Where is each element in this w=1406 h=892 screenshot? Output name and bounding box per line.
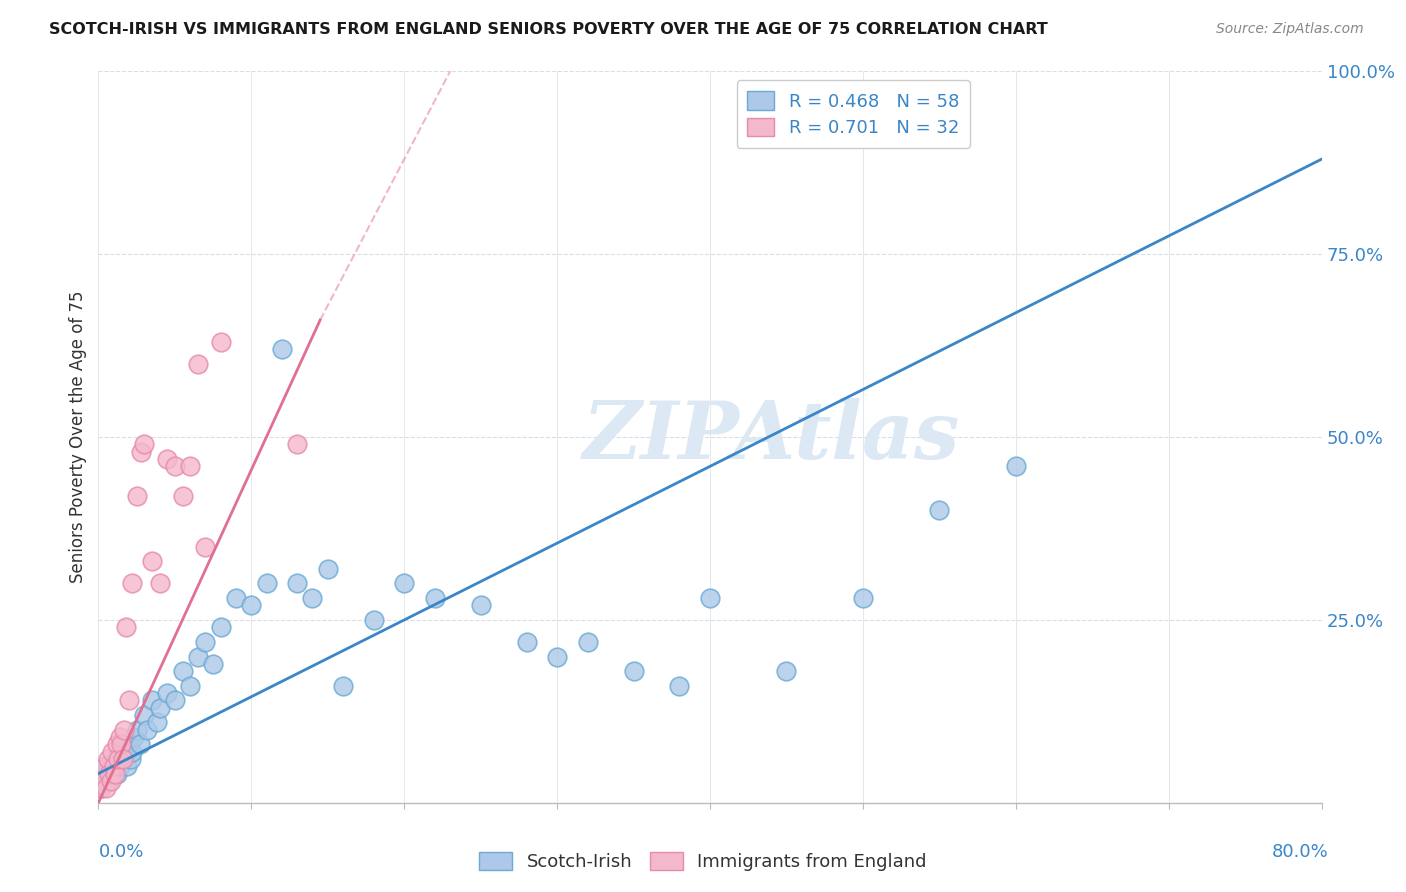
Point <box>225 591 247 605</box>
Point <box>105 737 128 751</box>
Point <box>172 664 194 678</box>
Point <box>120 752 142 766</box>
Point <box>576 635 599 649</box>
Text: 0.0%: 0.0% <box>98 843 143 861</box>
Point <box>110 737 132 751</box>
Point <box>121 745 143 759</box>
Point <box>141 554 163 568</box>
Point <box>194 635 217 649</box>
Point <box>145 715 167 730</box>
Point <box>121 576 143 591</box>
Point <box>156 452 179 467</box>
Point <box>104 759 127 773</box>
Point <box>156 686 179 700</box>
Point <box>179 459 201 474</box>
Point <box>129 444 152 458</box>
Point <box>285 576 308 591</box>
Point <box>240 599 263 613</box>
Point <box>285 437 308 451</box>
Point <box>134 437 156 451</box>
Point <box>1004 459 1026 474</box>
Point <box>928 503 950 517</box>
Point <box>111 752 134 766</box>
Point <box>668 679 690 693</box>
Point <box>108 730 131 744</box>
Point <box>94 766 117 780</box>
Point <box>516 635 538 649</box>
Point <box>93 759 115 773</box>
Point <box>546 649 568 664</box>
Point <box>163 693 186 707</box>
Point <box>91 773 114 788</box>
Point <box>623 664 645 678</box>
Point <box>270 343 292 357</box>
Point <box>194 540 217 554</box>
Point <box>104 766 127 780</box>
Point <box>98 766 121 780</box>
Point <box>128 737 150 751</box>
Point <box>94 781 117 796</box>
Point <box>775 664 797 678</box>
Point <box>107 752 129 766</box>
Point <box>118 737 141 751</box>
Point <box>115 620 138 634</box>
Legend: R = 0.468   N = 58, R = 0.701   N = 32: R = 0.468 N = 58, R = 0.701 N = 32 <box>737 80 970 148</box>
Text: 80.0%: 80.0% <box>1272 843 1329 861</box>
Point <box>108 759 131 773</box>
Point <box>112 723 135 737</box>
Point <box>187 357 209 371</box>
Point <box>470 599 492 613</box>
Point <box>363 613 385 627</box>
Point <box>332 679 354 693</box>
Point <box>149 576 172 591</box>
Point <box>392 576 416 591</box>
Point <box>103 752 125 766</box>
Point <box>90 781 112 796</box>
Point <box>209 334 232 349</box>
Point <box>112 737 135 751</box>
Point <box>125 723 148 737</box>
Point <box>149 700 172 714</box>
Legend: Scotch-Irish, Immigrants from England: Scotch-Irish, Immigrants from England <box>472 845 934 879</box>
Point <box>97 752 120 766</box>
Point <box>98 773 121 788</box>
Point <box>256 576 278 591</box>
Point <box>187 649 209 664</box>
Point <box>111 752 134 766</box>
Point <box>202 657 225 671</box>
Point <box>105 766 128 780</box>
Point <box>103 759 125 773</box>
Text: Source: ZipAtlas.com: Source: ZipAtlas.com <box>1216 22 1364 37</box>
Point <box>118 693 141 707</box>
Point <box>141 693 163 707</box>
Point <box>172 489 194 503</box>
Point <box>125 489 148 503</box>
Point <box>101 745 124 759</box>
Point <box>134 708 156 723</box>
Point <box>209 620 232 634</box>
Point <box>136 723 159 737</box>
Point <box>163 459 186 474</box>
Point <box>122 730 145 744</box>
Point <box>115 745 138 759</box>
Point <box>93 773 115 788</box>
Point <box>699 591 721 605</box>
Point <box>101 759 124 773</box>
Point <box>423 591 446 605</box>
Point <box>852 591 875 605</box>
Point <box>179 679 201 693</box>
Text: SCOTCH-IRISH VS IMMIGRANTS FROM ENGLAND SENIORS POVERTY OVER THE AGE OF 75 CORRE: SCOTCH-IRISH VS IMMIGRANTS FROM ENGLAND … <box>49 22 1047 37</box>
Point <box>97 759 120 773</box>
Point <box>301 591 323 605</box>
Point <box>110 745 132 759</box>
Point <box>100 773 122 788</box>
Point <box>100 766 122 780</box>
Text: ZIPAtlas: ZIPAtlas <box>582 399 960 475</box>
Y-axis label: Seniors Poverty Over the Age of 75: Seniors Poverty Over the Age of 75 <box>69 291 87 583</box>
Point <box>107 752 129 766</box>
Point <box>90 781 112 796</box>
Point <box>316 562 339 576</box>
Point <box>117 759 139 773</box>
